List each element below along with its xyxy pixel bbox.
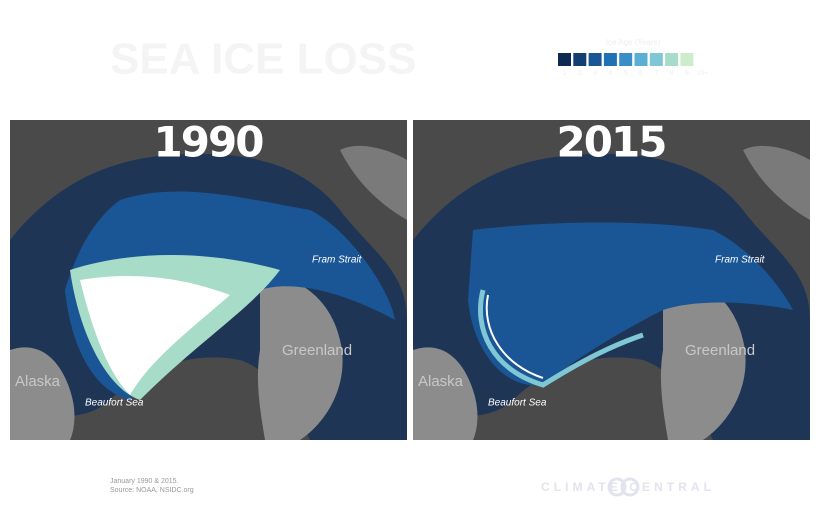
legend: 1 2 3 4 5 6 7 8 9 10+ [558,53,709,77]
alaska-label: Alaska [418,373,464,390]
legend-swatch [558,53,571,66]
beaufort-label: Beaufort Sea [85,398,144,409]
legend-swatch [588,53,602,66]
map-2015: 2015 Fram Strait Greenland Alaska Beaufo… [413,118,810,440]
legend-label: 1 [563,70,567,77]
title: SEA ICE LOSS [110,35,416,84]
legend-swatch [634,53,648,66]
legend-label: 2 [578,70,582,77]
logo [607,477,627,497]
legend-swatch [680,53,694,66]
legend-swatch [665,53,679,66]
legend-label: 4 [608,70,612,77]
logo [620,477,640,497]
fram-label: Fram Strait [715,255,766,266]
fram-label: Fram Strait [312,255,363,266]
alaska-label: Alaska [15,373,61,390]
legend-swatch [695,53,709,66]
year: 2015 [557,118,666,167]
footer-note: January 1990 & 2015. [110,478,179,485]
greenland-label: Greenland [282,342,352,359]
map-1990: 1990 Fram Strait Greenland Alaska Beaufo… [10,118,407,440]
legend-label: 3 [593,70,597,77]
legend-swatch [649,53,663,66]
legend-label: 5 [624,70,628,77]
legend-label: 8 [670,70,674,77]
year: 1990 [154,118,264,167]
beaufort-label: Beaufort Sea [488,398,547,409]
legend-title: Ice Age (Years) [606,38,661,47]
legend-swatch [619,53,633,66]
greenland-label: Greenland [685,342,755,359]
legend-label: 10+ [696,70,708,77]
legend-label: 7 [654,70,658,77]
legend-swatch [573,53,587,66]
legend-swatch [603,53,617,66]
footer-source: Source: NOAA, NSIDC.org [110,487,194,494]
legend-label: 6 [639,70,643,77]
legend-label: 9 [685,70,689,77]
